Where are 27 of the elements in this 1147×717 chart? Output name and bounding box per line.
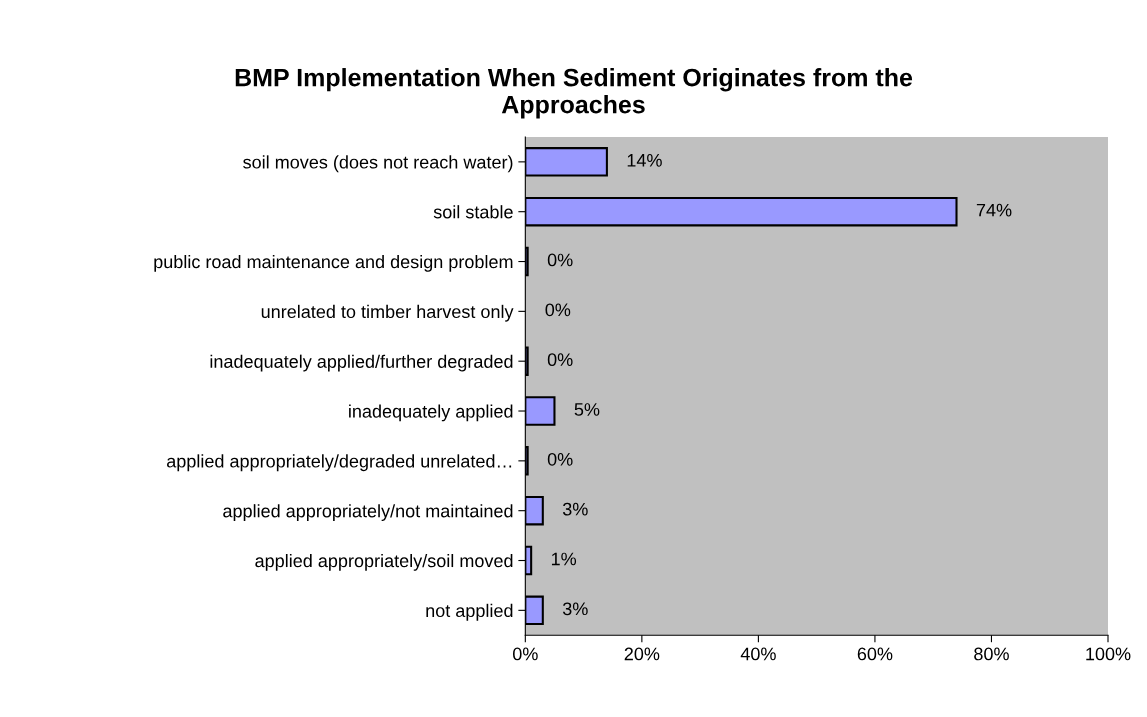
x-tick-label: 100%: [1086, 647, 1131, 661]
x-tick-label: 0%: [512, 647, 538, 661]
x-tick-label: 20%: [624, 647, 660, 661]
y-tick-label: unrelated to timber harvest only: [261, 304, 514, 322]
y-tick-label: inadequately applied/further degraded: [210, 354, 513, 372]
x-tick-label: 40%: [740, 647, 776, 661]
y-tick-label: soil moves (does not reach water): [243, 155, 513, 173]
data-label: 3%: [562, 502, 588, 516]
data-label: 3%: [562, 602, 588, 616]
y-tick-label: applied appropriately/soil moved: [255, 553, 513, 571]
y-tick-label: not applied: [426, 603, 513, 621]
x-tick-label: 80%: [974, 647, 1009, 661]
chart-title: BMP Implementation When Sediment Originates from the Approaches: [235, 68, 913, 119]
y-tick-label: applied appropriately/not maintained: [223, 504, 513, 521]
data-label: 74%: [976, 203, 1012, 217]
data-label: 0%: [547, 353, 573, 367]
y-tick-label: soil stable: [433, 205, 513, 219]
y-tick-label: applied appropriately/degraded unrelated…: [167, 454, 512, 472]
y-tick-label: public road maintenance and design problem: [154, 254, 513, 272]
data-label: 0%: [547, 452, 573, 466]
x-tick-label: 60%: [857, 647, 893, 661]
data-label: 1%: [551, 552, 577, 566]
data-label: 5%: [574, 403, 600, 416]
data-label: 14%: [627, 154, 662, 167]
data-label: 0%: [545, 303, 571, 317]
data-label: 0%: [547, 253, 573, 267]
y-tick-label: inadequately applied: [349, 404, 513, 422]
